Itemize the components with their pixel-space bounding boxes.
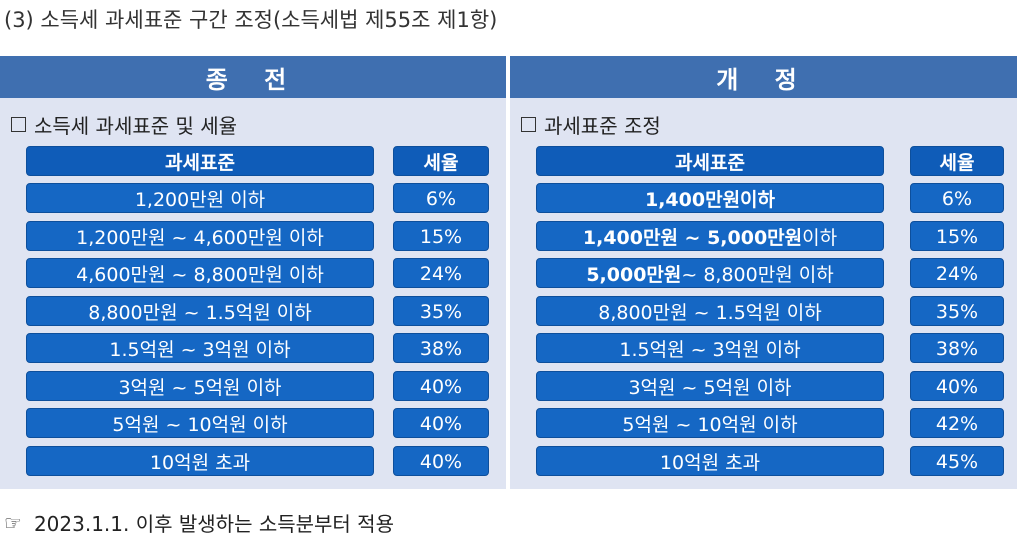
bracket-cell: 1,400만원 ~ 5,000만원 이하 [536,221,884,251]
bracket-cell: 5,000만원 ~ 8,800만원 이하 [536,258,884,288]
bracket-cell: 5억원 ~ 10억원 이하 [26,408,374,438]
column-header-rate: 세율 [393,146,489,176]
rate-cell: 24% [393,258,489,288]
table-row: 10억원 초과 45% [510,446,1017,476]
bracket-cell: 10억원 초과 [26,446,374,476]
panel-subtitle: 소득세 과세표준 및 세율 [11,110,237,139]
table-row: 5억원 ~ 10억원 이하 40% [0,408,506,438]
table-row: 3억원 ~ 5억원 이하 40% [0,371,506,401]
table-row: 1.5억원 ~ 3억원 이하 38% [510,333,1017,363]
bracket-text: 1.5억원 ~ 3억원 이하 [619,338,801,361]
table-row: 1,400만원이하 6% [510,183,1017,213]
rate-cell: 38% [910,333,1004,363]
bracket-cell: 1.5억원 ~ 3억원 이하 [536,333,884,363]
table-row: 8,800만원 ~ 1.5억원 이하 35% [0,296,506,326]
rate-cell: 38% [393,333,489,363]
rate-cell: 40% [910,371,1004,401]
checkbox-icon [11,117,26,132]
bracket-text: 이하 [802,226,838,249]
rate-cell: 42% [910,408,1004,438]
rate-cell: 45% [910,446,1004,476]
bracket-cell: 4,600만원 ~ 8,800만원 이하 [26,258,374,288]
bracket-cell: 3억원 ~ 5억원 이하 [26,371,374,401]
table-header-row: 과세표준 세율 [0,146,506,176]
bracket-text: ~ 8,800만원 이하 [681,263,834,286]
checkbox-icon [521,117,536,132]
rate-cell: 40% [393,371,489,401]
bracket-text: 5억원 ~ 10억원 이하 [622,413,798,436]
table-row: 3억원 ~ 5억원 이하 40% [510,371,1017,401]
revised-rules-panel: 개 정 과세표준 조정 과세표준 세율 1,400만원이하 6% 1,400만원… [510,56,1017,489]
footnote-text: 2023.1.1. 이후 발생하는 소득분부터 적용 [33,512,394,536]
bracket-bold-text: 1,400만원 ~ 5,000만원 [582,226,803,249]
bracket-cell: 8,800만원 ~ 1.5억원 이하 [536,296,884,326]
document-title: (3) 소득세 과세표준 구간 조정(소득세법 제55조 제1항) [4,8,498,32]
panel-header-revised: 개 정 [510,56,1017,98]
rate-cell: 15% [910,221,1004,251]
footnote: ☞ 2023.1.1. 이후 발생하는 소득분부터 적용 [4,508,394,537]
column-header-bracket: 과세표준 [536,146,884,176]
panel-header-previous: 종 전 [0,56,506,98]
bracket-cell: 1,400만원이하 [536,183,884,213]
rate-cell: 40% [393,446,489,476]
rate-cell: 35% [393,296,489,326]
bracket-cell: 1,200만원 ~ 4,600만원 이하 [26,221,374,251]
pointing-hand-icon: ☞ [4,510,22,535]
bracket-cell: 8,800만원 ~ 1.5억원 이하 [26,296,374,326]
bracket-cell: 1,200만원 이하 [26,183,374,213]
table-row: 1,400만원 ~ 5,000만원 이하 15% [510,221,1017,251]
rate-cell: 6% [910,183,1004,213]
table-row: 5,000만원 ~ 8,800만원 이하 24% [510,258,1017,288]
bracket-text: 10억원 초과 [659,451,761,474]
table-header-row: 과세표준 세율 [510,146,1017,176]
rate-cell: 24% [910,258,1004,288]
table-row: 4,600만원 ~ 8,800만원 이하 24% [0,258,506,288]
rate-cell: 35% [910,296,1004,326]
rate-cell: 15% [393,221,489,251]
previous-rules-panel: 종 전 소득세 과세표준 및 세율 과세표준 세율 1,200만원 이하 6% … [0,56,506,489]
bracket-bold-text: 5,000만원 [586,263,682,286]
table-row: 1,200만원 이하 6% [0,183,506,213]
panel-subtitle-text: 과세표준 조정 [544,114,661,138]
bracket-cell: 1.5억원 ~ 3억원 이하 [26,333,374,363]
column-header-bracket: 과세표준 [26,146,374,176]
rate-cell: 40% [393,408,489,438]
table-row: 10억원 초과 40% [0,446,506,476]
bracket-cell: 10억원 초과 [536,446,884,476]
bracket-text: 3억원 ~ 5억원 이하 [628,376,792,399]
panel-subtitle: 과세표준 조정 [521,110,661,139]
bracket-bold-text: 1,400만원이하 [644,188,776,211]
table-row: 1,200만원 ~ 4,600만원 이하 15% [0,221,506,251]
table-row: 1.5억원 ~ 3억원 이하 38% [0,333,506,363]
panel-subtitle-text: 소득세 과세표준 및 세율 [34,114,238,138]
table-row: 8,800만원 ~ 1.5억원 이하 35% [510,296,1017,326]
bracket-text: 8,800만원 ~ 1.5억원 이하 [598,301,822,324]
bracket-cell: 3억원 ~ 5억원 이하 [536,371,884,401]
bracket-cell: 5억원 ~ 10억원 이하 [536,408,884,438]
column-header-rate: 세율 [910,146,1004,176]
table-row: 5억원 ~ 10억원 이하 42% [510,408,1017,438]
rate-cell: 6% [393,183,489,213]
